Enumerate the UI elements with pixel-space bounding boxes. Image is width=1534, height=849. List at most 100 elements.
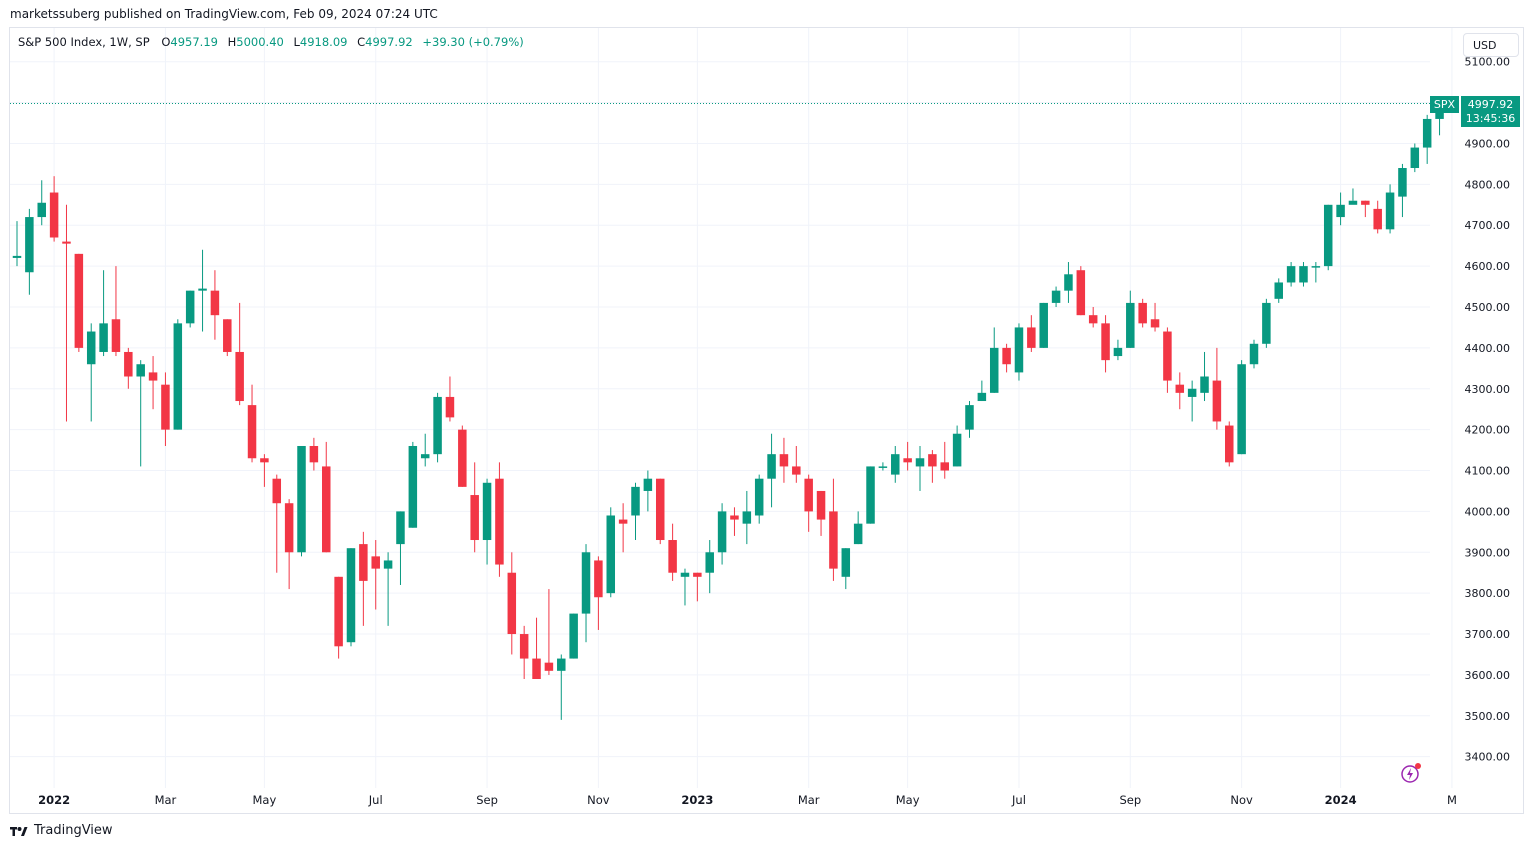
candle [383,552,393,626]
candle-body [1051,290,1061,303]
candle [557,654,566,720]
y-tick-label: 4400.00 [1465,342,1511,355]
candle [111,266,121,357]
candle-body [12,255,22,258]
chart-frame[interactable] [9,27,1524,814]
candle [1422,114,1432,164]
candle-body [1088,315,1098,324]
candle-body [272,478,282,504]
candle-body [792,466,801,475]
candle [606,507,616,598]
candle [74,253,84,352]
candle-body [742,511,752,524]
candle-body [1410,147,1420,169]
candle-body [173,323,183,430]
tradingview-logo[interactable]: TradingView [10,823,113,838]
candle [1014,323,1024,381]
symbol-label[interactable]: S&P 500 Index, 1W, SP [18,35,150,49]
candle [878,462,888,471]
candle [1274,278,1283,303]
candle-body [940,462,949,471]
candle [371,540,380,610]
x-tick-label: 2024 [1325,793,1357,807]
candle-body [223,319,232,352]
candle-body [1225,425,1234,463]
candle [396,511,405,585]
candle-body [1014,327,1024,373]
candle-body [1101,323,1110,361]
candle-body [866,466,875,524]
candle-body [359,544,368,581]
y-tick-label: 5100.00 [1465,56,1511,69]
candle [1027,315,1036,352]
candle [705,540,714,594]
y-tick-label: 4800.00 [1465,178,1511,191]
ticker-tag: SPX [1430,96,1459,113]
candle-body [952,433,962,467]
candle-body [260,458,269,463]
candle-body [247,405,257,459]
publish-note: marketssuberg published on TradingView.c… [10,7,438,21]
candle-body [915,458,925,467]
candle [62,204,71,422]
y-tick-label: 3400.00 [1465,751,1511,764]
y-tick-label: 3800.00 [1465,587,1511,600]
candle-body [1113,347,1123,357]
candle [235,302,244,406]
candle [210,270,220,340]
candle-body [420,454,430,459]
x-tick-label: 2022 [38,793,70,807]
candle [792,445,801,483]
lightning-icon[interactable] [1400,762,1422,784]
y-tick-label: 3500.00 [1465,710,1511,723]
candle-body [210,290,220,316]
candle [680,568,690,606]
candle [717,503,727,565]
candle [952,425,962,467]
candle-body [1163,331,1172,381]
currency-button[interactable]: USD [1463,33,1519,57]
candle [569,613,578,659]
candle-body [371,556,380,569]
candle [1262,298,1271,348]
candle-body [1002,347,1011,365]
candle [86,323,96,422]
candle [124,347,133,389]
candle [668,523,677,581]
candle [161,372,170,446]
candle [420,433,430,467]
candle-body [396,511,405,545]
candle-body [717,511,727,553]
candle [1410,143,1420,173]
candle [99,270,108,357]
candle [767,433,776,508]
candle [903,441,912,471]
candle-body [1336,204,1345,218]
candle [433,392,442,463]
candle [507,552,517,655]
candles [12,102,1444,720]
candle-body [1138,302,1147,324]
candle [334,576,343,659]
candle-body [928,454,937,467]
candle-body [1150,319,1160,328]
candle-body [1286,266,1296,283]
x-tick-label: Nov [587,793,610,807]
candle-body [1274,282,1283,299]
x-tick-label: May [896,793,920,807]
candle [1101,315,1110,373]
grid-lines [10,28,1453,788]
candle [965,401,974,438]
candle-body [49,192,59,238]
candle-body [903,458,912,463]
candle [1299,262,1308,287]
candle [247,384,257,463]
candle-body [507,572,517,635]
x-tick-label: Sep [1119,793,1141,807]
candle [754,474,764,524]
high-value: 5000.40 [236,35,284,49]
candle-body [1299,266,1308,283]
candle [1150,302,1160,332]
y-tick-label: 4500.00 [1465,301,1511,314]
